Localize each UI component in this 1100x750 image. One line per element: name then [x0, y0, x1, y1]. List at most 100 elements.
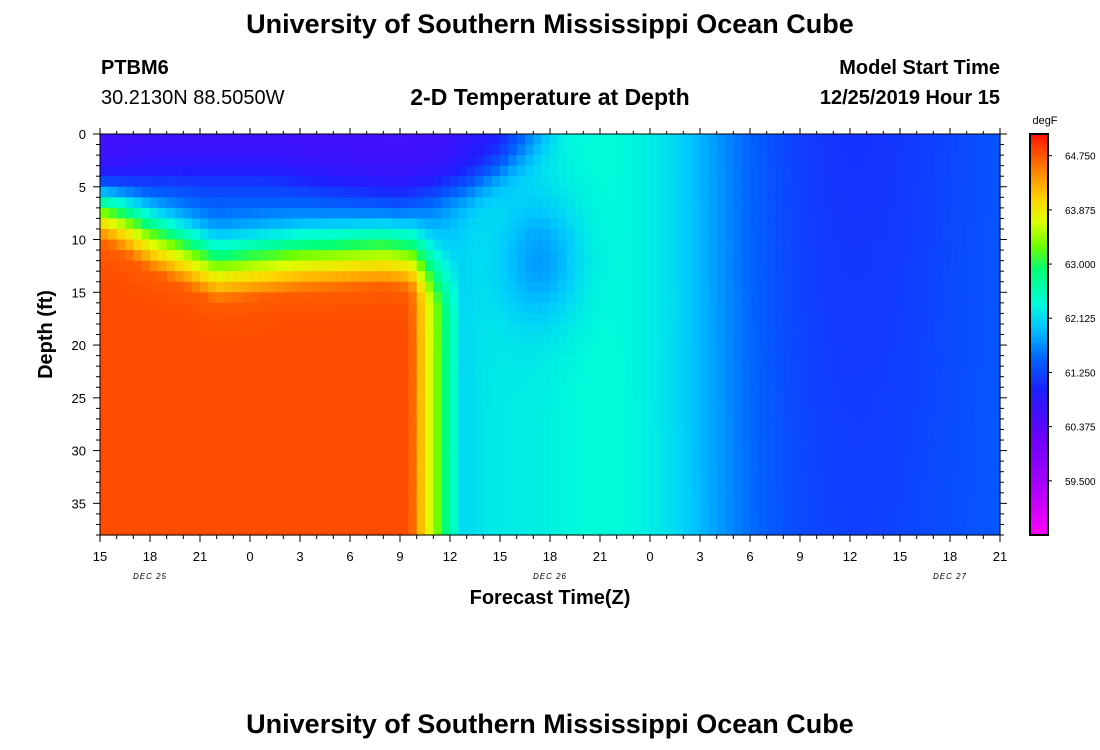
heatmap-cell: [416, 345, 426, 357]
heatmap-cell: [466, 440, 476, 452]
heatmap-cell: [733, 144, 743, 156]
heatmap-cell: [216, 260, 226, 272]
heatmap-cell: [708, 155, 718, 167]
heatmap-cell: [491, 492, 501, 504]
heatmap-cell: [233, 218, 243, 230]
heatmap-cell: [125, 260, 134, 272]
colorbar-cell: [1030, 451, 1048, 456]
heatmap-cell: [950, 355, 959, 367]
heatmap-cell: [666, 281, 676, 293]
heatmap-cell: [375, 376, 384, 388]
heatmap-cell: [550, 281, 559, 293]
heatmap-cell: [416, 355, 426, 367]
heatmap-cell: [808, 503, 818, 515]
heatmap-cell: [250, 524, 259, 536]
heatmap-cell: [833, 461, 843, 473]
heatmap-cell: [291, 260, 301, 272]
heatmap-cell: [216, 207, 226, 220]
heatmap-cell: [225, 239, 234, 251]
heatmap-cell: [508, 345, 518, 357]
heatmap-cell: [900, 313, 909, 325]
heatmap-cell: [508, 376, 518, 388]
heatmap-cell: [525, 271, 534, 283]
heatmap-cell: [833, 292, 843, 304]
heatmap-cell: [191, 239, 201, 251]
heatmap-cell: [533, 144, 543, 156]
heatmap-cell: [750, 176, 759, 188]
heatmap-cell: [300, 334, 309, 346]
heatmap-cell: [666, 429, 676, 441]
heatmap-cell: [300, 376, 309, 388]
colorbar-cell: [1030, 301, 1048, 306]
heatmap-cell: [508, 418, 518, 431]
heatmap-cell: [483, 165, 493, 177]
heatmap-cell: [300, 440, 309, 452]
colorbar-cell: [1030, 204, 1048, 209]
heatmap-cell: [925, 503, 934, 515]
heatmap-cell: [708, 461, 718, 473]
heatmap-cell: [133, 176, 143, 188]
heatmap-cell: [275, 408, 284, 420]
heatmap-cell: [233, 366, 243, 378]
heatmap-cell: [650, 197, 659, 209]
heatmap-cell: [775, 134, 784, 146]
colorbar-cell: [1030, 458, 1048, 463]
heatmap-cell: [991, 461, 1001, 473]
heatmap-cell: [825, 134, 834, 146]
heatmap-cell: [816, 323, 826, 336]
heatmap-cell: [616, 461, 626, 473]
heatmap-cell: [375, 155, 384, 167]
heatmap-cell: [233, 292, 243, 304]
heatmap-cell: [650, 165, 659, 177]
heatmap-cell: [816, 271, 826, 283]
heatmap-cell: [891, 176, 901, 188]
heatmap-cell: [525, 429, 534, 441]
heatmap-cell: [433, 418, 443, 431]
heatmap-cell: [875, 313, 884, 325]
heatmap-cell: [933, 250, 943, 262]
heatmap-cell: [791, 408, 801, 420]
heatmap-cell: [783, 144, 793, 156]
heatmap-cell: [191, 376, 201, 388]
heatmap-cell: [441, 165, 451, 177]
heatmap-cell: [133, 376, 143, 388]
heatmap-cell: [425, 387, 434, 399]
heatmap-cell: [250, 323, 259, 336]
heatmap-cell: [158, 418, 168, 431]
heatmap-cell: [741, 186, 751, 198]
heatmap-cell: [866, 513, 876, 526]
heatmap-cell: [683, 471, 693, 483]
heatmap-cell: [666, 408, 676, 420]
heatmap-cell: [916, 302, 926, 314]
heatmap-cell: [566, 271, 576, 283]
heatmap-cell: [308, 524, 318, 536]
heatmap-cell: [758, 387, 768, 399]
heatmap-cell: [916, 323, 926, 336]
heatmap-cell: [333, 239, 343, 251]
heatmap-cell: [908, 186, 918, 198]
heatmap-cell: [483, 471, 493, 483]
heatmap-cell: [250, 218, 259, 230]
colorbar-cell: [1030, 528, 1048, 533]
heatmap-cell: [383, 260, 393, 272]
heatmap-cell: [116, 513, 126, 526]
heatmap-cell: [766, 387, 776, 399]
heatmap-cell: [466, 366, 476, 378]
heatmap-cell: [416, 334, 426, 346]
heatmap-cell: [408, 250, 418, 262]
heatmap-cell: [458, 450, 468, 462]
heatmap-cell: [133, 524, 143, 536]
x-tick-label: 12: [443, 549, 457, 564]
heatmap-cell: [600, 271, 609, 283]
heatmap-cell: [416, 408, 426, 420]
heatmap-cell: [158, 197, 168, 209]
heatmap-cell: [258, 323, 268, 336]
heatmap-cell: [958, 418, 968, 431]
heatmap-cell: [633, 144, 643, 156]
heatmap-cell: [900, 450, 909, 462]
heatmap-cell: [275, 429, 284, 441]
heatmap-cell: [625, 366, 634, 378]
heatmap-cell: [608, 302, 618, 314]
heatmap-cell: [166, 397, 176, 409]
heatmap-cell: [208, 492, 218, 504]
